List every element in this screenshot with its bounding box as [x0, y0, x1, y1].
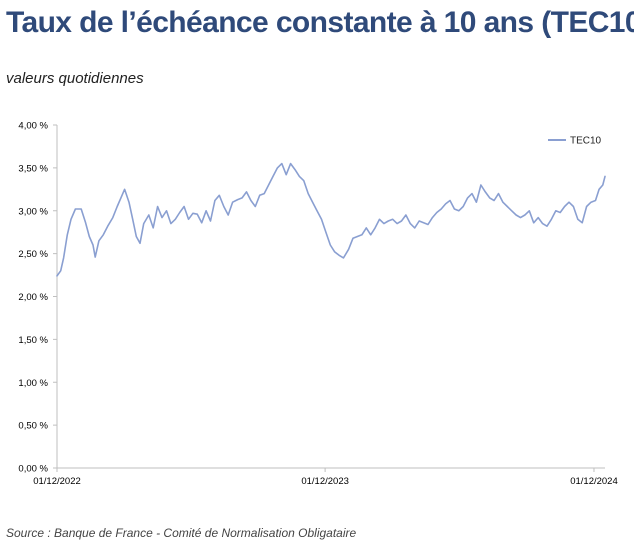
y-tick-label: 1,00 %	[18, 378, 48, 389]
x-tick-label: 01/12/2023	[301, 476, 349, 487]
line-chart: 0,00 % 0,50 % 1,00 % 1,50 % 2,00 % 2,50 % 3,00…	[18, 121, 618, 488]
series-line-tec10	[56, 162, 606, 277]
x-tick-label: 01/12/2024	[570, 476, 618, 487]
y-tick-label: 2,50 %	[18, 249, 48, 260]
y-tick-label: 3,50 %	[18, 163, 48, 174]
y-tick-label: 1,50 %	[18, 335, 48, 346]
y-tick-label: 0,50 %	[18, 421, 48, 432]
chart-title: Taux de l’échéance constante à 10 ans (T…	[6, 6, 634, 39]
x-tick-label: 01/12/2022	[33, 476, 81, 487]
y-tick-label: 2,00 %	[18, 292, 48, 303]
y-tick-label: 4,00 %	[18, 121, 48, 132]
source-note: Source : Banque de France - Comité de No…	[6, 526, 357, 540]
y-tick-label: 3,00 %	[18, 206, 48, 217]
y-tick-label: 0,00 %	[18, 464, 48, 475]
legend-label: TEC10	[570, 136, 602, 147]
chart-subtitle: valeurs quotidiennes	[6, 70, 144, 87]
